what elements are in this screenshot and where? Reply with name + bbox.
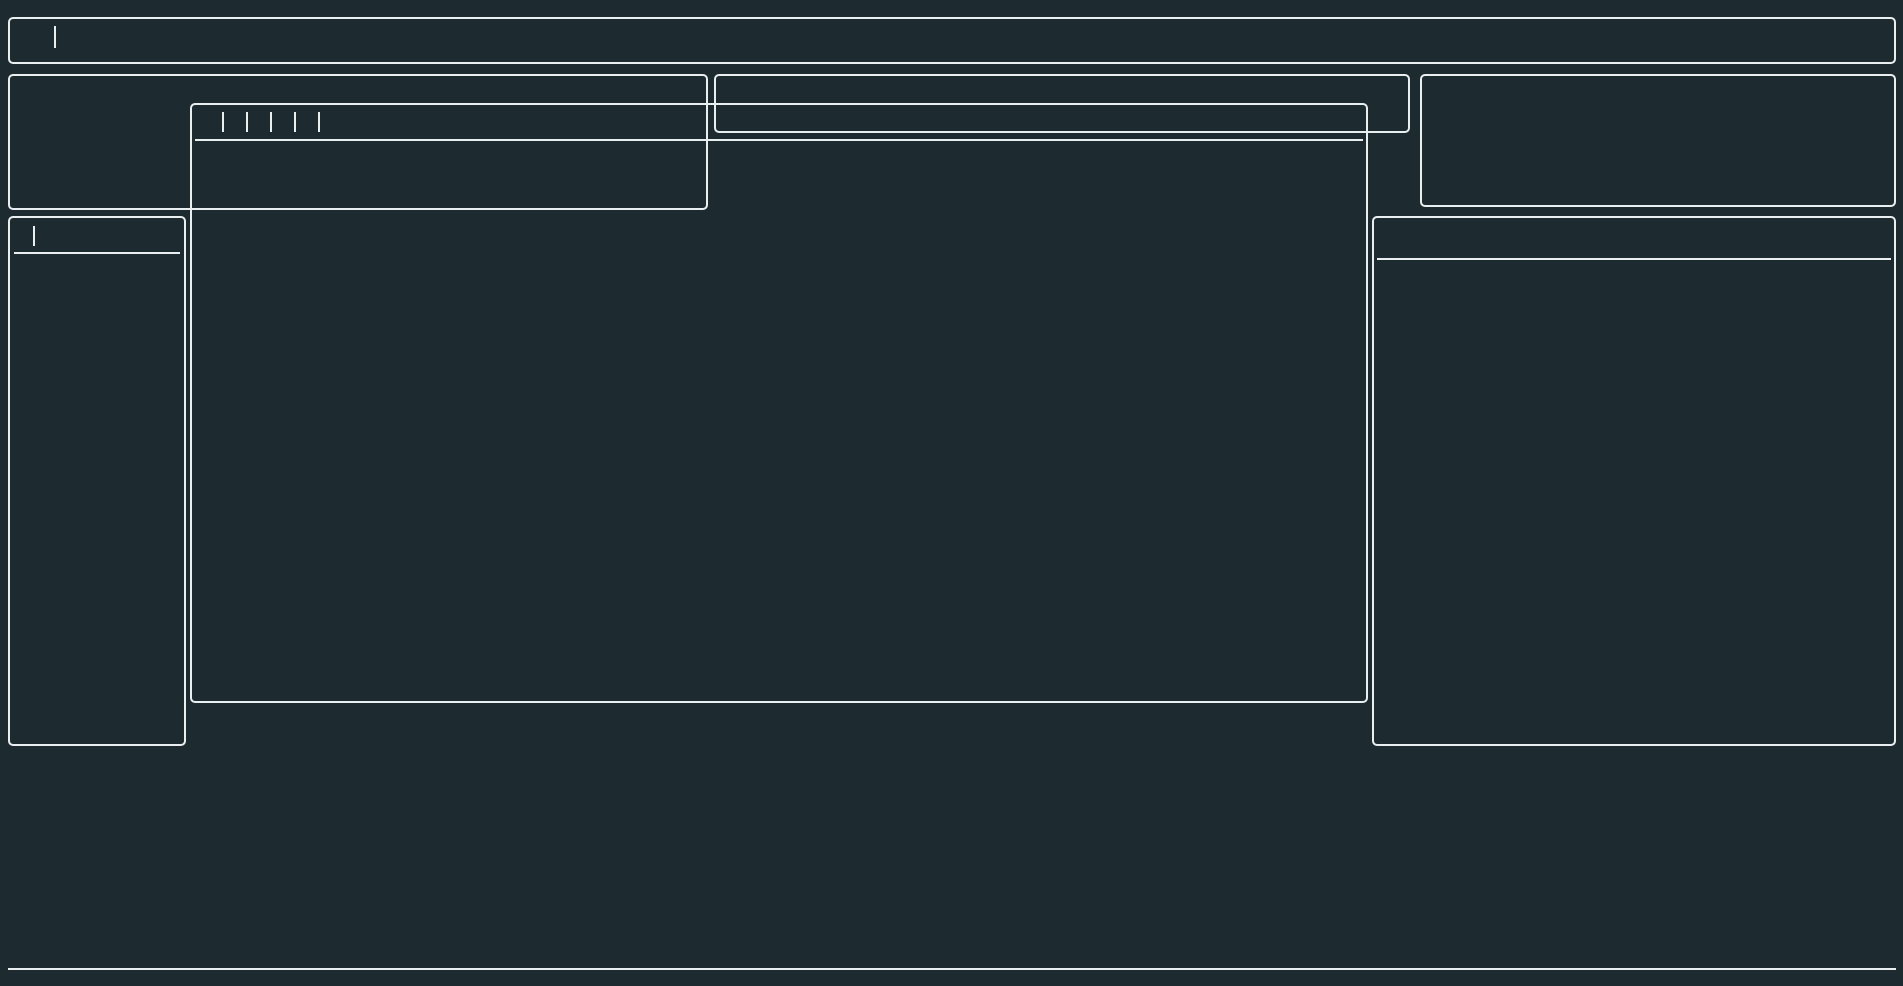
movie-info-panel bbox=[190, 103, 1368, 703]
movies-tab-bar bbox=[15, 226, 53, 246]
tab-divider bbox=[222, 112, 224, 132]
divider bbox=[1377, 258, 1891, 260]
tab-divider bbox=[294, 112, 296, 132]
servarr-tab-bar bbox=[26, 26, 84, 48]
library-table-rows[interactable] bbox=[190, 706, 1368, 768]
stats-uptime-row bbox=[16, 144, 115, 205]
divider bbox=[8, 968, 1896, 970]
movies-panel bbox=[8, 216, 186, 746]
tab-divider bbox=[270, 112, 272, 132]
movie-info-tab-bar bbox=[200, 112, 342, 132]
tab-divider bbox=[33, 226, 35, 246]
stats-version-row bbox=[16, 83, 115, 144]
stats-panel bbox=[8, 74, 708, 210]
managarr-logo-panel bbox=[1420, 74, 1896, 207]
tags-panel bbox=[1372, 216, 1896, 746]
tab-divider bbox=[54, 26, 56, 48]
divider bbox=[195, 139, 1363, 141]
divider bbox=[14, 252, 180, 254]
tab-divider bbox=[246, 112, 248, 132]
footer bbox=[8, 968, 1896, 976]
app-header bbox=[8, 17, 1896, 64]
play-logo-icon bbox=[1422, 76, 1894, 208]
tab-divider bbox=[318, 112, 320, 132]
